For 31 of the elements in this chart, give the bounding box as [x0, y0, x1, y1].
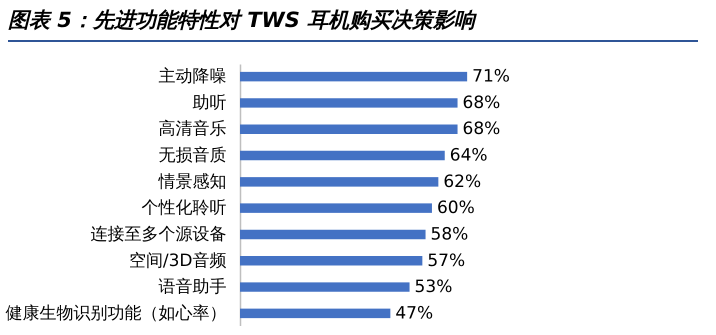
data-label: 68% — [462, 119, 500, 140]
bar — [240, 124, 458, 134]
y-tick-label: 空间/3D音频 — [128, 250, 226, 271]
bar — [240, 308, 390, 318]
bar — [240, 203, 432, 213]
bar — [240, 150, 445, 160]
bar — [240, 177, 438, 187]
data-label: 57% — [427, 250, 466, 271]
data-label: 62% — [443, 172, 482, 192]
data-label: 68% — [462, 92, 500, 113]
data-label: 47% — [395, 303, 434, 324]
y-tick-label: 助听 — [192, 92, 226, 113]
bar — [240, 282, 410, 292]
y-tick-label: 语音助手 — [158, 277, 226, 298]
y-tick-label: 健康生物识别功能（如心率） — [6, 303, 226, 324]
bar — [240, 230, 426, 240]
bar — [240, 98, 458, 108]
data-label: 60% — [436, 198, 475, 218]
data-label: 71% — [472, 66, 510, 87]
data-label: 64% — [450, 146, 488, 166]
data-label: 53% — [414, 277, 452, 298]
y-tick-label: 情景感知 — [158, 172, 226, 192]
y-tick-label: 无损音质 — [158, 146, 226, 166]
y-tick-label: 高清音乐 — [158, 119, 226, 140]
bar — [240, 256, 422, 266]
y-tick-label: 连接至多个源设备 — [90, 224, 226, 244]
data-label: 58% — [430, 224, 468, 244]
bar — [240, 72, 468, 82]
y-tick-label: 个性化聆听 — [142, 198, 226, 218]
y-tick-label: 主动降噪 — [158, 66, 226, 87]
chart-title: 图表 5：先进功能特性对 TWS 耳机购买决策影响 — [8, 6, 698, 42]
